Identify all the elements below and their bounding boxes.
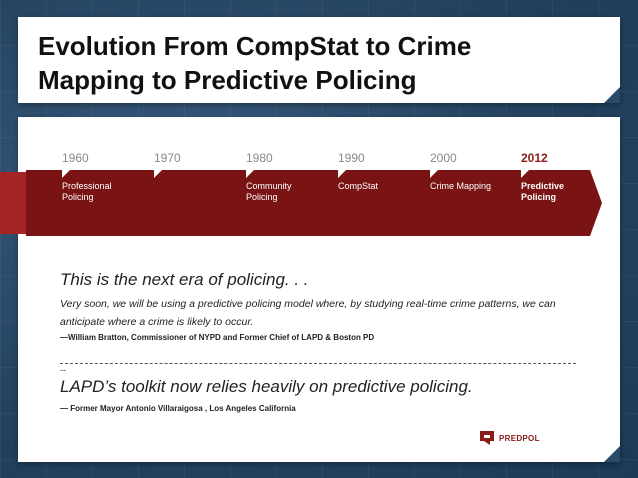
title-card: Evolution From CompStat to Crime Mapping… — [18, 17, 620, 103]
band-left-fold — [0, 172, 26, 234]
timeline-years: 1960 1970 1980 1990 2000 2012 — [18, 151, 620, 167]
label-line: Professional — [62, 181, 112, 191]
predpol-logo-icon — [480, 431, 494, 445]
dashed-divider — [60, 363, 576, 364]
label-crime-mapping: Crime Mapping — [430, 181, 491, 192]
label-line: Policing — [521, 192, 557, 202]
quote1-headline: This is the next era of policing. . . — [60, 270, 309, 289]
label-line: Policing — [246, 192, 278, 202]
divider-mark: -- — [60, 365, 66, 375]
quotes-area: This is the next era of policing. . . Ve… — [18, 117, 620, 462]
quote1-attribution: —William Bratton, Commissioner of NYPD a… — [60, 333, 375, 342]
label-line: Crime Mapping — [430, 181, 492, 191]
label-community-policing: Community Policing — [246, 181, 292, 203]
year-1980: 1980 — [246, 151, 273, 165]
quote2-headline: LAPD’s toolkit now relies heavily on pre… — [60, 377, 473, 396]
title-line-2: Mapping to Predictive Policing — [38, 65, 417, 95]
label-professional-policing: Professional Policing — [62, 181, 112, 203]
label-predictive-policing: Predictive Policing — [521, 181, 564, 203]
label-line: Predictive — [521, 181, 565, 191]
quote1-body: Very soon, we will be using a predictive… — [60, 298, 556, 328]
title-line-1: Evolution From CompStat to Crime — [38, 31, 472, 61]
tick-2000 — [430, 170, 438, 178]
corner-fold — [604, 87, 620, 103]
label-line: CompStat — [338, 181, 379, 191]
corner-fold — [604, 446, 620, 462]
band-arrow — [26, 170, 602, 236]
year-2000: 2000 — [430, 151, 457, 165]
timeline-band: Professional Policing Community Policing… — [0, 170, 620, 236]
tick-1980 — [246, 170, 254, 178]
tick-2012 — [521, 170, 529, 178]
tick-1970 — [154, 170, 162, 178]
year-2012: 2012 — [521, 151, 548, 165]
page-title: Evolution From CompStat to Crime Mapping… — [38, 29, 598, 97]
label-line: Community — [246, 181, 292, 191]
label-compstat: CompStat — [338, 181, 378, 192]
label-line: Policing — [62, 192, 94, 202]
year-1990: 1990 — [338, 151, 365, 165]
year-1960: 1960 — [62, 151, 89, 165]
timeline-arrow-graphic — [0, 170, 602, 236]
predpol-logo: PREDPOL — [479, 430, 540, 446]
year-1970: 1970 — [154, 151, 181, 165]
quote2-attribution: — Former Mayor Antonio Villaraigosa , Lo… — [60, 404, 296, 413]
logo-text: PREDPOL — [499, 433, 540, 443]
tick-1960 — [62, 170, 70, 178]
tick-1990 — [338, 170, 346, 178]
